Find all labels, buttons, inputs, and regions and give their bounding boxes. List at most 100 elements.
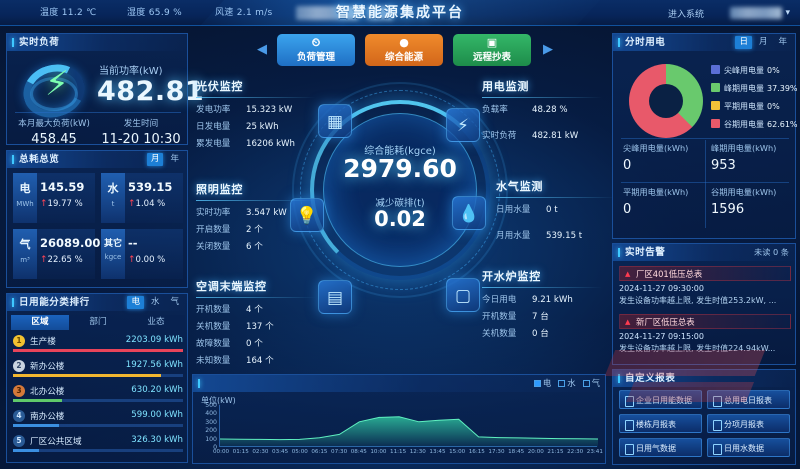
water-gas-title: 水气监测 [496, 180, 544, 193]
current-power-label: 当前功率(kW) [99, 66, 163, 77]
tab-month[interactable]: 月 [146, 153, 164, 166]
arrow-up-icon: ↑ [128, 255, 136, 265]
tab-month[interactable]: 月 [758, 37, 768, 47]
consumption-cell-gas[interactable]: 气 m³ 26089.00 ↑22.65 % [13, 229, 100, 279]
chart-x-tick: 12:30 [409, 449, 426, 455]
lighting-monitoring-block: 照明监控 实时功率 3.547 kW 开启数量 2 个 关闭数量 6 个 [196, 181, 316, 257]
consumption-cell-water[interactable]: 水 t 539.15 ↑1.04 % [101, 173, 183, 223]
redacted-logo-mark [367, 6, 393, 20]
ranking-row[interactable]: 2 新办公楼 1927.56 kWh [13, 360, 183, 385]
divider [621, 138, 789, 139]
hero-outer-decor-ring [292, 82, 508, 298]
ranking-row[interactable]: 3 北办公楼 630.20 kWh [13, 385, 183, 410]
rank-name: 南办公楼 [30, 412, 65, 422]
rank-bar [13, 424, 183, 427]
report-button-subitem-monthly[interactable]: 分项月报表 [707, 414, 790, 433]
lighting-row: 实时功率 3.547 kW [196, 208, 287, 218]
tab-year[interactable]: 年 [778, 37, 787, 47]
alarm-item[interactable]: 厂区401低压总表 2024-11-27 09:30:00 发生设备功率越上限,… [619, 266, 791, 306]
other-value: -- [128, 236, 138, 250]
time-of-use-tabs: 日 月 年 [735, 36, 791, 49]
rank-value: 1927.56 kWh [125, 360, 183, 370]
ranking-row[interactable]: 1 生产楼 2203.09 kWh [13, 335, 183, 360]
chevron-down-icon[interactable]: ▾ [785, 8, 790, 18]
divider [15, 112, 181, 113]
ranking-row[interactable]: 4 南办公楼 599.00 kWh [13, 410, 183, 435]
weather-temperature: 温度 11.2 ℃ [40, 8, 97, 18]
tab-gas[interactable]: 气 [170, 297, 179, 307]
chart-x-tick: 21:15 [547, 449, 564, 455]
carbon-reduction-label: 减少碳排(t) [375, 198, 425, 209]
alarm-time: 2024-11-27 09:15:00 [619, 332, 704, 341]
ranking-dimension-tabs: 区域 部门 业态 [11, 315, 185, 330]
water-gas-monitoring-block: 水气监测 日用水量 0 t 月用水量 539.15 t [496, 178, 616, 246]
realtime-alarm-panel: 实时告警 未读 0 条 厂区401低压总表 2024-11-27 09:30:0… [612, 243, 796, 365]
alarm-time: 2024-11-27 09:30:00 [619, 284, 704, 293]
chart-x-tick: 11:15 [390, 449, 407, 455]
enter-system-label[interactable]: 进入系统 [667, 10, 704, 20]
legend-item-sharp: 尖峰用电量 0% [711, 65, 798, 76]
alarm-item[interactable]: 新厂区低压总表 2024-11-27 09:15:00 发生设备功率越上限, 发… [619, 314, 791, 354]
ranking-row[interactable]: 5 厂区公共区域 326.30 kWh [13, 435, 183, 460]
rank-bar [13, 349, 183, 352]
report-button-total-electric-daily[interactable]: 总用电日报表 [707, 390, 790, 409]
chart-x-tick: 13:45 [429, 449, 446, 455]
tab-day[interactable]: 日 [735, 36, 752, 49]
rank-value: 2203.09 kWh [125, 335, 183, 345]
divider [621, 182, 789, 183]
water-row: 日用水量 0 t [496, 205, 558, 215]
hvac-row: 关机数量 137 个 [196, 322, 274, 332]
rank-medal: 4 [13, 410, 25, 422]
nav-button-load-management[interactable]: ⏲ 负荷管理 [277, 34, 355, 66]
subtab-business[interactable]: 业态 [147, 317, 165, 327]
chart-tab-gas[interactable]: 气 [582, 377, 600, 389]
report-button-daily-water[interactable]: 日用水数据 [707, 438, 790, 457]
rank-medal: 5 [13, 435, 25, 447]
nav-prev-arrow-icon[interactable]: ◀ [257, 42, 267, 57]
electric-value: 145.59 [40, 180, 85, 194]
chart-x-tick: 00:00 [213, 449, 230, 455]
subtab-area[interactable]: 区域 [11, 315, 69, 330]
electricity-title: 用电监测 [482, 80, 530, 93]
boiler-row: 关机数量 0 台 [482, 329, 549, 339]
tab-electric[interactable]: 电 [127, 296, 144, 309]
lighting-title: 照明监控 [196, 183, 244, 196]
consumption-cell-electric[interactable]: 电 MWh 145.59 ↑19.77 % [13, 173, 95, 223]
nav-next-arrow-icon[interactable]: ▶ [543, 42, 553, 57]
report-button-daily-gas[interactable]: 日用气数据 [619, 438, 702, 457]
hvac-title: 空调末端监控 [196, 280, 267, 293]
chart-x-tick: 23:41 [586, 449, 603, 455]
gas-value: 26089.00 [40, 236, 101, 250]
load-trend-chart-panel: 电 水 气 单位(kW) 500 400 300 200 100 0 00:00 01:… [192, 374, 606, 464]
rank-value: 599.00 kWh [131, 410, 183, 420]
rank-name: 厂区公共区域 [30, 437, 82, 447]
chart-x-tick: 20:00 [527, 449, 544, 455]
legend-item-flat: 平期用电量 0% [711, 101, 798, 112]
water-drop-icon: 💧 [452, 196, 486, 230]
report-button-enterprise-daily-energy[interactable]: 企业日用能数据 [619, 390, 702, 409]
chart-tab-water[interactable]: 水 [558, 377, 576, 389]
center-hero: 综合能耗(kgce) 2979.60 减少碳排(t) 0.02 [192, 30, 608, 370]
custom-reports-grid: 企业日用能数据 总用电日报表 楼栋月报表 分项月报表 日用气数据 日用水数据 [619, 390, 791, 457]
boiler-row: 开机数量 7 台 [482, 312, 549, 322]
page-title: 智慧能源集成平台 [336, 5, 464, 21]
arrow-up-icon: ↑ [40, 255, 48, 265]
hero-progress-ring [310, 100, 490, 280]
total-energy-label: 综合能耗(kgce) [364, 146, 436, 157]
tab-year[interactable]: 年 [170, 154, 179, 164]
total-consumption-title: 总耗总览 [7, 151, 187, 168]
nav-button-integrated-energy[interactable]: ● 综合能源 [365, 34, 443, 66]
report-button-building-monthly[interactable]: 楼栋月报表 [619, 414, 702, 433]
hero-dashed-ring [300, 90, 500, 290]
chart-x-axis: 00:00 01:15 02:30 03:45 05:00 06:15 07:30 08:45… [213, 449, 603, 455]
legend-item-peak: 峰期用电量 37.39% [711, 83, 798, 94]
realtime-load-panel: 实时负荷 ⚡ 当前功率(kW) 482.81 本月最大负荷(kW) 458.45… [6, 33, 204, 147]
tab-water[interactable]: 水 [150, 297, 160, 307]
nav-button-remote-meter-reading[interactable]: ▣ 远程抄表 [453, 34, 531, 66]
chart-x-tick: 06:15 [311, 449, 328, 455]
rank-medal: 2 [13, 360, 25, 372]
chart-tab-electric[interactable]: 电 [533, 377, 551, 389]
consumption-cell-other[interactable]: 其它 kgce -- ↑0.00 % [101, 229, 183, 279]
electricity-monitoring-block: 用电监测 负载率 48.28 % 实时负荷 482.81 kW [482, 78, 602, 146]
subtab-department[interactable]: 部门 [89, 317, 107, 327]
